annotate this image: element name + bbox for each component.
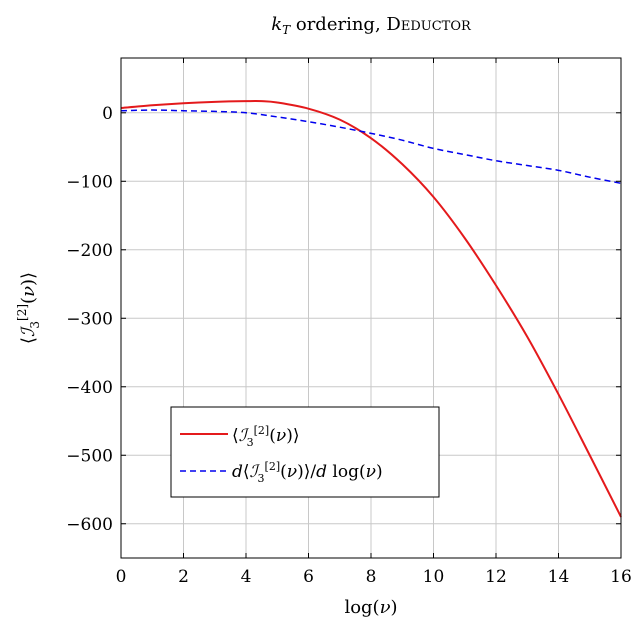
x-tick-label: 10 [423,567,445,587]
y-axis-label: ⟨ℐ3[2](ν)⟩ [15,272,42,344]
legend-box [170,406,440,498]
x-axis-label: log(ν) [344,597,397,618]
y-tick-label: −600 [66,515,113,535]
y-tick-label: −300 [66,309,113,329]
x-tick-label: 14 [548,567,570,587]
x-tick-label: 0 [116,567,127,587]
ticks: 0 2 4 6 8 10 12 14 16 0 −100 −200 −300 −400 −500 −600 [66,58,632,587]
y-tick-label: −200 [66,241,113,261]
legend-label-series-2: d⟨ℐ3[2](ν)⟩/d log(ν) [232,460,383,485]
series-layer [120,100,622,518]
chart-title: kT ordering, DEDUCTOR [271,14,472,37]
legend: ⟨ℐ3[2](ν)⟩ d⟨ℐ3[2](ν)⟩/d log(ν) [170,406,440,498]
x-tick-label: 8 [366,567,377,587]
x-tick-label: 12 [485,567,507,587]
y-tick-label: −400 [66,378,113,398]
x-tick-label: 4 [241,567,252,587]
y-tick-label: −500 [66,446,113,466]
series-derivative-line [120,109,622,185]
y-tick-label: 0 [102,104,113,124]
y-tick-label: −100 [66,172,113,192]
x-tick-label: 2 [178,567,189,587]
x-tick-label: 16 [610,567,632,587]
x-tick-label: 6 [303,567,314,587]
grid [120,58,622,558]
